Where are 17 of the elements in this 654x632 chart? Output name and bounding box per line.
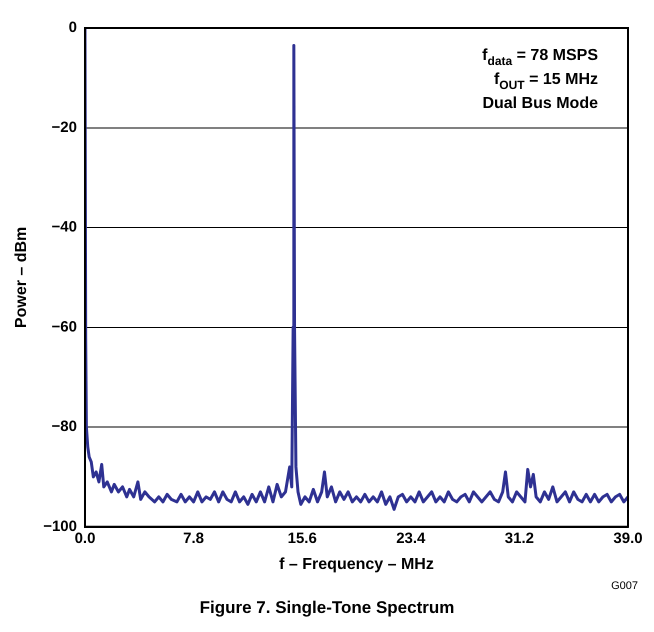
y-tick-label: −100 — [43, 518, 77, 535]
y-tick-label: −20 — [52, 118, 77, 136]
y-tick-label: −60 — [52, 318, 77, 336]
text: G007 — [611, 580, 638, 592]
x-tick-label: 39.0 — [613, 530, 643, 547]
annotation: Dual Bus Mode — [482, 95, 598, 112]
y-tick-label: 0 — [68, 19, 77, 36]
x-tick-label: 23.4 — [396, 530, 426, 547]
x-tick-label: 7.8 — [183, 530, 204, 547]
x-axis-title: f – Frequency – MHz — [279, 556, 434, 573]
x-tick-label: 15.6 — [288, 530, 317, 547]
y-tick-label: −80 — [52, 418, 77, 436]
x-tick-label: 0.0 — [74, 530, 96, 547]
x-tick-label: 31.2 — [504, 530, 534, 547]
y-axis-title: Power – dBm — [13, 226, 30, 328]
y-tick-label: −40 — [52, 218, 77, 236]
text: Figure 7. Single-Tone Spectrum — [198, 598, 456, 618]
